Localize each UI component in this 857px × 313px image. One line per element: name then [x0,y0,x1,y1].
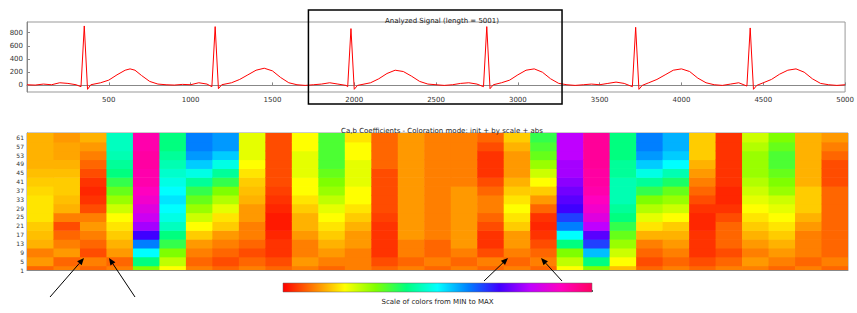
svg-text:53: 53 [16,152,24,159]
svg-text:800: 800 [10,29,23,37]
svg-text:3000: 3000 [509,96,527,104]
svg-text:37: 37 [16,187,24,194]
svg-text:33: 33 [16,196,24,203]
svg-text:21: 21 [16,222,24,229]
svg-text:17: 17 [16,231,24,238]
svg-text:9: 9 [20,249,24,256]
svg-text:45: 45 [16,169,24,176]
svg-text:61: 61 [16,134,24,141]
svg-text:1000: 1000 [182,96,200,104]
svg-text:200: 200 [10,68,23,76]
svg-text:3500: 3500 [591,96,609,104]
svg-text:49: 49 [16,160,24,167]
svg-text:41: 41 [16,178,24,185]
svg-text:1500: 1500 [264,96,282,104]
svg-text:600: 600 [10,42,23,50]
svg-text:25: 25 [16,213,24,220]
svg-text:2000: 2000 [345,96,363,104]
svg-text:4000: 4000 [673,96,691,104]
svg-text:0: 0 [19,81,23,89]
svg-text:29: 29 [16,205,24,212]
svg-text:5000: 5000 [836,96,854,104]
svg-text:500: 500 [102,96,115,104]
svg-text:Analyzed Signal (length = 5001: Analyzed Signal (length = 5001) [385,17,499,25]
svg-text:2500: 2500 [427,96,445,104]
svg-text:Ca,b Coefficients - Coloration: Ca,b Coefficients - Coloration mode: ini… [341,127,543,135]
svg-text:5: 5 [20,258,24,265]
svg-text:Scale of colors from MIN to MA: Scale of colors from MIN to MAX [381,298,493,306]
svg-text:57: 57 [16,143,24,150]
svg-text:13: 13 [16,240,24,247]
svg-text:1: 1 [20,267,24,274]
svg-text:400: 400 [10,55,23,63]
svg-text:4500: 4500 [754,96,772,104]
